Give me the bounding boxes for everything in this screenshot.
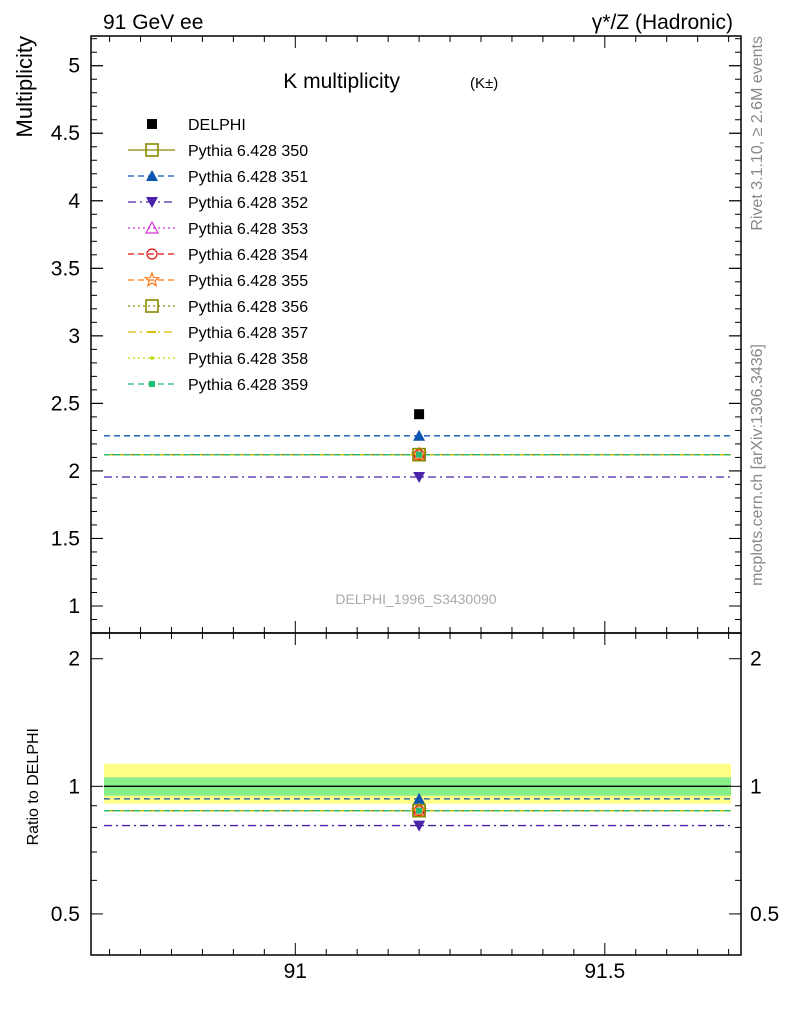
mcplots-label: mcplots.cern.ch [arXiv:1306.3436] bbox=[749, 344, 766, 586]
series-marker bbox=[413, 449, 425, 461]
legend-label: Pythia 6.428 352 bbox=[188, 195, 308, 212]
ratio-ytick-label-right: 2 bbox=[750, 648, 762, 671]
legend-label: Pythia 6.428 353 bbox=[188, 221, 308, 238]
analysis-watermark: DELPHI_1996_S3430090 bbox=[335, 591, 496, 607]
legend-label: Pythia 6.428 357 bbox=[188, 325, 308, 342]
legend-label: Pythia 6.428 359 bbox=[188, 377, 308, 394]
series-marker bbox=[412, 447, 426, 462]
ratio-series-marker bbox=[413, 805, 425, 817]
delphi-data-point bbox=[414, 409, 425, 420]
legend-marker bbox=[143, 271, 161, 288]
ratio-ytick-label-left: 0.5 bbox=[51, 903, 80, 926]
main-ytick-label: 1 bbox=[68, 595, 80, 618]
main-ytick-label: 4.5 bbox=[51, 122, 80, 145]
legend-label: Pythia 6.428 358 bbox=[188, 351, 308, 368]
series-marker bbox=[413, 471, 426, 483]
legend-delphi-label: DELPHI bbox=[188, 117, 246, 134]
ratio-series-marker bbox=[413, 792, 426, 804]
legend-marker bbox=[145, 143, 159, 157]
series-marker bbox=[413, 429, 426, 441]
legend-label: Pythia 6.428 355 bbox=[188, 273, 308, 290]
main-ytick-label: 4 bbox=[68, 190, 80, 213]
legend-marker bbox=[144, 220, 160, 234]
ratio-ytick-label-left: 1 bbox=[68, 775, 80, 798]
legend-marker bbox=[149, 381, 155, 387]
legend-delphi-marker bbox=[147, 119, 157, 129]
main-ytick-label: 2.5 bbox=[51, 392, 80, 415]
y-axis-label-main: Multiplicity bbox=[12, 36, 37, 137]
legend-marker bbox=[145, 299, 159, 313]
main-ytick-label: 1.5 bbox=[51, 527, 80, 550]
ratio-ytick-label-right: 0.5 bbox=[750, 903, 779, 926]
main-ytick-label: 3.5 bbox=[51, 257, 80, 280]
ratio-series-marker bbox=[410, 802, 428, 818]
main-ytick-label: 3 bbox=[68, 325, 80, 348]
ratio-ytick-label-left: 2 bbox=[68, 648, 80, 671]
ratio-series-marker bbox=[413, 820, 426, 832]
legend-marker bbox=[150, 356, 154, 360]
legend-label: Pythia 6.428 351 bbox=[188, 169, 308, 186]
legend-label: Pythia 6.428 356 bbox=[188, 299, 308, 316]
ratio-series-marker bbox=[416, 807, 423, 814]
legend-marker bbox=[146, 248, 158, 260]
legend-marker bbox=[146, 170, 158, 181]
legend: DELPHI Pythia 6.428 350 Pythia 6.428 351 Py… bbox=[128, 117, 308, 394]
ratio-panel: 0.5 0.5 1 1 2 2 91 91.5 bbox=[51, 632, 779, 983]
chart-title-suffix: (K±) bbox=[470, 75, 498, 92]
series-marker bbox=[416, 451, 423, 458]
ratio-frame bbox=[90, 632, 742, 956]
legend-label: Pythia 6.428 354 bbox=[188, 247, 308, 264]
legend-marker bbox=[146, 197, 158, 208]
main-panel: 1 1.5 2 2.5 3 3.5 4 4.5 5 bbox=[51, 35, 742, 634]
main-ytick-label: 5 bbox=[68, 55, 80, 78]
header-left-label: 91 GeV ee bbox=[103, 11, 203, 34]
chart-title: K multiplicity bbox=[283, 70, 400, 93]
ratio-series-marker bbox=[412, 803, 426, 818]
x-tick-label: 91.5 bbox=[584, 960, 625, 983]
ratio-ytick-label-right: 1 bbox=[750, 775, 762, 798]
header-right-label: γ*/Z (Hadronic) bbox=[592, 11, 733, 34]
legend-label: Pythia 6.428 350 bbox=[188, 143, 308, 160]
y-axis-label-ratio: Ratio to DELPHI bbox=[25, 728, 42, 845]
rivet-label: Rivet 3.1.10, ≥ 2.6M events bbox=[749, 36, 766, 231]
x-tick-label: 91 bbox=[284, 960, 307, 983]
main-ytick-label: 2 bbox=[68, 460, 80, 483]
